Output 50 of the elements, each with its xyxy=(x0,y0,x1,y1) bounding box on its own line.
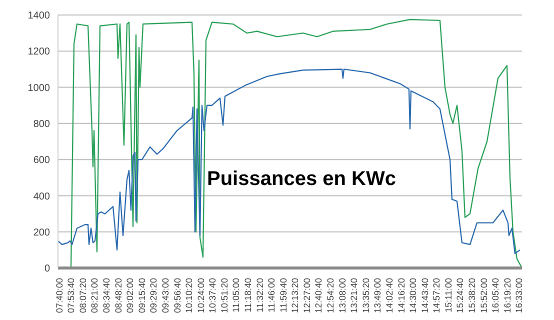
x-tick-label: 09:43:00 xyxy=(160,278,170,314)
x-tick-label: 12:13:20 xyxy=(290,278,300,314)
x-tick-label: 07:53:40 xyxy=(66,278,76,314)
x-tick-label: 15:24:40 xyxy=(455,278,466,314)
x-tick-label: 12:27:00 xyxy=(302,278,312,314)
x-tick-label: 16:19:20 xyxy=(502,278,512,314)
x-tick-label: 15:38:20 xyxy=(467,278,478,314)
x-tick-label: 14:02:40 xyxy=(384,278,394,314)
x-tick-label: 08:34:40 xyxy=(102,278,112,314)
y-tick-label: 800 xyxy=(33,118,50,130)
x-tick-label: 13:21:40 xyxy=(349,278,360,314)
x-tick-label: 14:57:20 xyxy=(432,278,442,314)
x-tick-label: 13:08:00 xyxy=(337,278,348,314)
y-tick-label: 600 xyxy=(33,155,50,166)
x-tick-label: 13:49:00 xyxy=(372,278,383,314)
line-series xyxy=(58,68,521,254)
x-tick-label: 11:18:40 xyxy=(243,278,254,312)
x-tick-label: 08:07:20 xyxy=(78,278,88,314)
x-tick-label: 09:29:20 xyxy=(148,278,159,314)
y-tick-label: 400 xyxy=(33,191,50,202)
x-tick-label: 10:24:00 xyxy=(196,278,206,314)
x-tick-label: 16:05:40 xyxy=(490,278,501,314)
x-tick-label: 09:02:00 xyxy=(125,278,136,314)
x-tick-label: 08:48:20 xyxy=(113,278,124,314)
x-tick-label: 09:56:40 xyxy=(172,278,182,314)
x-tick-label: 09:15:40 xyxy=(136,278,147,314)
x-tick-label: 07:40:00 xyxy=(54,278,64,314)
y-tick-label: 0 xyxy=(44,264,50,275)
x-tick-label: 08:21:00 xyxy=(90,278,100,314)
x-tick-label: 14:43:40 xyxy=(420,278,430,314)
y-tick-label: 1000 xyxy=(28,82,50,94)
x-tick-label: 12:40:40 xyxy=(314,278,324,314)
x-tick-label: 11:59:40 xyxy=(278,278,288,312)
x-tick-label: 10:51:20 xyxy=(219,278,230,314)
x-tick-label: 13:35:20 xyxy=(360,278,371,314)
x-tick-label: 11:46:00 xyxy=(266,278,277,312)
x-tick-label: 10:10:20 xyxy=(184,278,194,314)
y-tick-label: 1400 xyxy=(28,10,50,22)
x-tick-label: 11:32:20 xyxy=(254,278,265,312)
x-tick-label: 15:11:00 xyxy=(443,278,454,312)
x-tick-label: 12:54:20 xyxy=(326,278,336,314)
x-tick-label: 14:30:00 xyxy=(408,278,418,314)
y-tick-label: 1200 xyxy=(28,46,50,58)
text: Puissances en KWc xyxy=(207,168,396,191)
x-tick-label: 11:05:00 xyxy=(231,278,242,312)
x-tick-label: 15:52:00 xyxy=(478,278,489,314)
y-tick-label: 200 xyxy=(33,227,50,238)
x-tick-label: 10:37:40 xyxy=(208,278,218,314)
x-tick-label: 14:16:20 xyxy=(396,278,406,314)
x-tick-label: 16:33:00 xyxy=(514,278,524,314)
